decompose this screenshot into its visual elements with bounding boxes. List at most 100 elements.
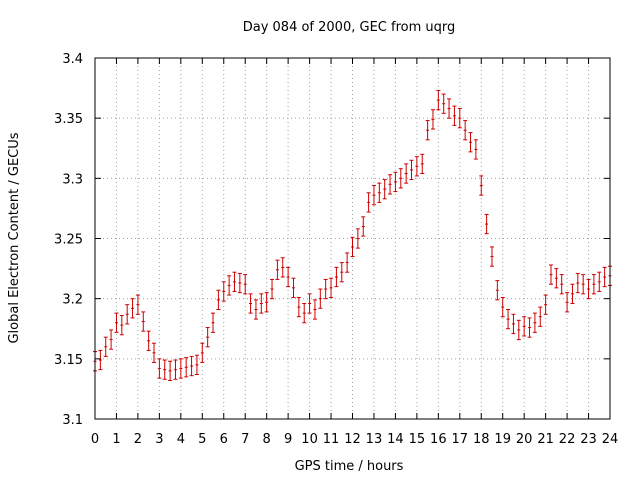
y-tick-label: 3.25 [54,233,83,248]
x-tick-label: 12 [344,432,361,447]
data-point [135,294,140,315]
data-point [388,174,393,195]
data-point [312,299,317,320]
data-point [473,139,478,160]
data-point [307,293,312,314]
data-point [511,313,516,335]
data-point [489,246,494,267]
data-point [398,168,403,189]
data-point [125,304,130,325]
grid [95,58,610,419]
data-point [302,302,307,324]
data-point [194,354,199,375]
data-point [532,312,537,333]
data-point [516,319,521,341]
data-points [93,89,612,381]
data-point [178,358,183,379]
data-point [275,259,280,280]
x-tick-label: 20 [516,432,533,447]
data-point [98,349,103,371]
x-tick-label: 2 [134,432,142,447]
data-point [329,277,334,298]
x-tick-label: 24 [602,432,619,447]
data-point [350,236,355,258]
data-point [404,163,409,184]
data-point [216,289,221,310]
x-tick-label: 17 [452,432,469,447]
y-axis-label: Global Electron Content / GECUs [7,132,22,343]
data-point [162,359,167,380]
data-point [211,312,216,333]
data-point [506,308,511,330]
x-tick-label: 3 [155,432,163,447]
x-tick-label: 23 [580,432,597,447]
data-point [355,228,360,249]
data-point [189,355,194,377]
data-point [554,268,559,289]
x-tick-label: 5 [198,432,206,447]
data-point [393,171,398,193]
data-point [425,120,430,141]
data-point [570,283,575,304]
data-point [371,185,376,206]
data-point [602,266,607,288]
y-tick-labels: 3.1 3.15 3.2 3.25 3.3 3.35 3.4 [54,52,83,428]
data-point [479,175,484,196]
data-point [457,108,462,129]
data-point [270,278,275,300]
data-point [264,292,269,313]
data-point [259,293,264,314]
data-point [575,272,580,294]
data-point [591,274,596,295]
data-point [420,153,425,175]
data-point [409,159,414,181]
data-point [538,306,543,327]
data-point [184,357,189,378]
data-point [382,179,387,200]
data-point [361,216,366,237]
y-tick-label: 3.15 [54,353,83,368]
data-point [205,327,210,348]
x-tick-label: 9 [284,432,292,447]
data-point [243,274,248,295]
x-tick-label: 11 [323,432,340,447]
data-point [430,109,435,130]
data-point [522,316,527,337]
y-tick-label: 3.1 [62,413,83,428]
data-point [323,278,328,300]
chart-title: Day 084 of 2000, GEC from uqrg [243,20,456,35]
data-point [597,271,602,292]
x-axis-label: GPS time / hours [295,459,404,474]
x-tick-label: 21 [537,432,554,447]
data-point [495,280,500,301]
data-point [447,98,452,119]
x-tick-label: 16 [430,432,447,447]
data-point [366,192,371,213]
data-point [227,275,232,296]
data-point [103,336,108,357]
x-tick-label: 8 [263,432,271,447]
data-point [296,296,301,318]
data-point [114,312,119,333]
data-point [468,132,473,153]
data-point [173,359,178,380]
data-point [119,315,124,336]
data-point [221,281,226,302]
data-point [141,311,146,332]
x-tick-label: 4 [177,432,185,447]
data-point [484,213,489,235]
data-point [548,264,553,285]
y-tick-label: 3.35 [54,112,83,127]
data-point [168,360,173,381]
data-point [345,252,350,273]
data-point [441,93,446,114]
data-point [157,358,162,379]
data-point [291,277,296,298]
data-point [152,342,157,363]
data-point [581,274,586,295]
data-point [248,293,253,314]
data-point [543,294,548,315]
data-point [436,89,441,111]
x-tick-label: 1 [112,432,120,447]
